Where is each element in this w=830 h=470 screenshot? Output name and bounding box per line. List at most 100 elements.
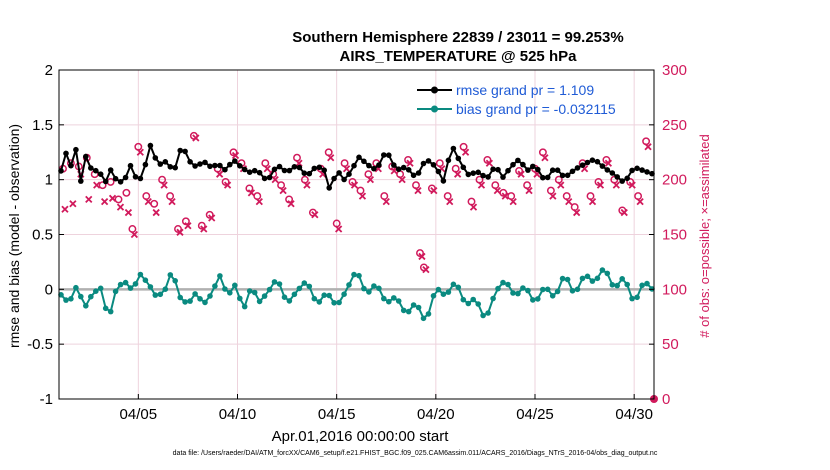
obs-assimilated-point [223,181,232,189]
bias-point [177,294,183,301]
obs-assimilated-point [454,170,462,178]
rmse-point [326,185,333,191]
rmse-point [88,165,94,171]
rmse-point [341,176,347,183]
x-axis-label: Apr.01,2016 00:00:00 start [272,428,450,445]
bias-point [291,291,298,298]
bias-point [569,288,576,294]
obs-assimilated-point [406,159,414,167]
rmse-point [619,178,625,184]
bias-point [594,275,601,282]
y-tick-label-right: 250 [662,117,687,134]
obs-assimilated-stroke [311,211,319,219]
obs-assimilated-point [525,186,533,195]
obs-assimilated-point [93,181,101,189]
rmse-point [107,167,114,173]
obs-possible-point [150,199,159,208]
obs-possible-point [626,177,635,186]
rmse-point [217,162,223,169]
obs-assimilated-stroke [124,208,133,217]
bias-point [296,285,303,292]
obs-assimilated-stroke [454,170,462,178]
bias-point [351,271,357,278]
legend-bias-label: bias grand pr = -0.032115 [456,101,616,117]
bias-point [286,298,293,304]
obs-assimilated-stroke [596,181,605,189]
obs-assimilated-point [588,197,597,206]
rmse-point [157,161,164,167]
obs-possible-point [293,153,301,162]
rmse-point [256,169,263,176]
obs-possible-point [122,188,131,197]
obs-assimilated-stroke [573,208,581,217]
y-tick-label-right: 200 [662,172,687,189]
obs-assimilated-stroke [418,252,426,261]
obs-possible-point [197,221,206,230]
bias-point [197,296,203,302]
obs-assimilated-stroke [61,205,69,213]
y-tick-label-left: 0 [45,281,53,298]
bias-point [544,286,551,293]
chart-title: Southern Hemisphere 22839 / 23011 = 99.2… [292,29,624,46]
obs-possible-point [602,155,611,164]
rmse-point [515,157,521,164]
obs-possible-point [594,177,603,186]
rmse-point [599,163,606,169]
obs-assimilated-stroke [422,265,430,274]
obs-assimilated-stroke [446,197,454,206]
obs-assimilated-stroke [620,208,628,217]
bias-series [58,267,655,322]
legend-bias-marker [431,105,438,113]
bias-point [281,294,288,301]
y-tick-label-left: -0.5 [27,336,53,353]
obs-assimilated-stroke [525,186,533,195]
bias-point [326,292,333,299]
bias-point [127,285,134,291]
rmse-point [97,171,104,177]
rmse-point [500,174,506,180]
left-axis: -1 -0.5 0 0.5 1 1.5 2 [27,62,64,408]
bias-point [256,298,263,305]
bias-point [341,291,347,298]
obs-assimilated-stroke [628,181,636,189]
bias-point [400,307,407,314]
obs-possible-point [142,192,151,201]
obs-assimilated-stroke [208,214,216,222]
obs-assimilated-point [422,265,430,274]
rmse-point [152,155,159,161]
bias-point [500,279,506,286]
rmse-point [167,164,174,170]
rmse-point [450,145,457,152]
y-tick-label-right: 150 [662,227,687,244]
obs-assimilated-stroke [358,192,367,200]
obs-possible-point [166,192,175,201]
bias-point [420,315,427,322]
obs-assimilated-point [549,192,557,200]
obs-assimilated-stroke [398,176,406,184]
x-tick-label: 04/15 [318,406,356,423]
obs-assimilated-point [573,208,581,217]
rmse-point [197,161,203,167]
rmse-point [261,175,268,182]
bias-point [346,282,352,288]
bias-point [445,289,452,295]
bias-point [316,299,323,305]
obs-assimilated-stroke [168,197,176,206]
rmse-point [574,165,581,171]
rmse-point [227,161,233,168]
bias-point [440,291,447,298]
rmse-point [232,158,238,164]
rmse-point [430,162,437,168]
obs-assimilated-stroke [200,225,208,233]
obs-assimilated-stroke [612,181,620,189]
bias-point [425,311,432,317]
rmse-point [564,172,571,179]
rmse-point [649,170,655,177]
bias-point [192,291,198,297]
rmse-point [311,165,318,172]
rmse-point [639,167,645,173]
obs-assimilated-stroke [350,181,359,189]
bias-point [137,271,144,278]
obs-assimilated-stroke [335,225,343,233]
obs-assimilated-stroke [327,154,335,162]
